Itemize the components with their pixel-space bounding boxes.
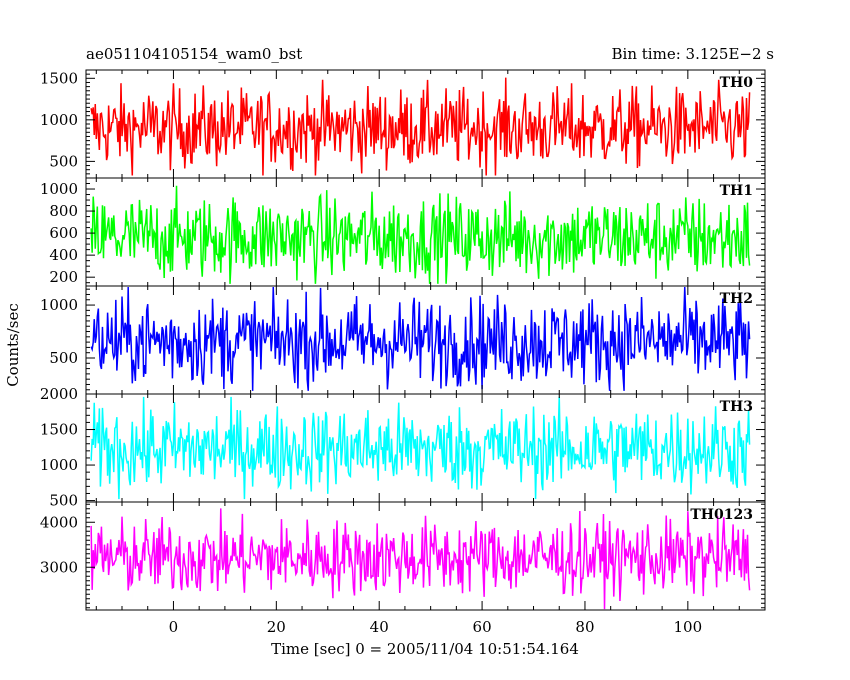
panel-label-th0123: TH0123 <box>690 507 753 523</box>
series-line-th0 <box>90 77 751 176</box>
y-tick-label: 800 <box>49 202 78 220</box>
panel-th2: 500 1000 TH2 <box>40 285 766 395</box>
x-tick-label: 20 <box>267 618 286 636</box>
panel-frame-th0123 <box>85 501 766 611</box>
y-tick-label: 500 <box>49 492 78 510</box>
y-tick-label: 1000 <box>40 180 78 198</box>
y-tick-label: 200 <box>49 268 78 286</box>
y-tick-label: 600 <box>49 224 78 242</box>
y-tick-label: 1000 <box>40 296 78 314</box>
series-line-th1 <box>90 185 751 284</box>
y-tick-label: 500 <box>49 349 78 367</box>
x-tick-label: 0 <box>169 618 179 636</box>
x-tick-label: 100 <box>674 618 703 636</box>
series-line-th2 <box>90 287 751 391</box>
y-axis-label: Counts/sec <box>4 303 22 387</box>
y-tick-label: 1500 <box>40 421 78 439</box>
bin-time-label: Bin time: 3.125E−2 s <box>612 45 774 63</box>
panel-label-th0: TH0 <box>720 75 754 91</box>
y-tick-label: 1000 <box>40 111 78 129</box>
x-tick-label: 80 <box>575 618 594 636</box>
panel-th0: 500 1000 1500 TH0 <box>40 69 766 179</box>
panel-th1: 200 400 600 800 1000 TH1 <box>40 177 766 287</box>
y-tick-label: 2000 <box>40 385 78 403</box>
panel-th3: 500 1000 1500 2000 TH3 <box>40 385 766 510</box>
y-tick-label: 1500 <box>40 69 78 87</box>
panel-th0123: 3000 4000 TH0123 <box>40 501 766 611</box>
x-axis-ticks: 0 20 40 60 80 100 <box>169 618 702 636</box>
panels-group: 500 1000 1500 TH0 200 400 600 800 1000 TH1 500 1000… <box>40 69 766 611</box>
y-tick-label: 400 <box>49 246 78 264</box>
x-tick-label: 60 <box>473 618 492 636</box>
series-line-th0123 <box>90 508 751 610</box>
chart-title: ae051104105154_wam0_bst <box>86 45 302 63</box>
series-line-th3 <box>90 396 751 500</box>
y-tick-label: 1000 <box>40 456 78 474</box>
panel-label-th1: TH1 <box>720 183 753 199</box>
y-tick-label: 4000 <box>40 513 78 531</box>
x-tick-label: 40 <box>370 618 389 636</box>
y-tick-label: 3000 <box>40 558 78 576</box>
panel-label-th3: TH3 <box>720 399 753 415</box>
y-tick-label: 500 <box>49 152 78 170</box>
panel-label-th2: TH2 <box>720 291 753 307</box>
x-axis-label: Time [sec] 0 = 2005/11/04 10:51:54.164 <box>271 640 579 658</box>
